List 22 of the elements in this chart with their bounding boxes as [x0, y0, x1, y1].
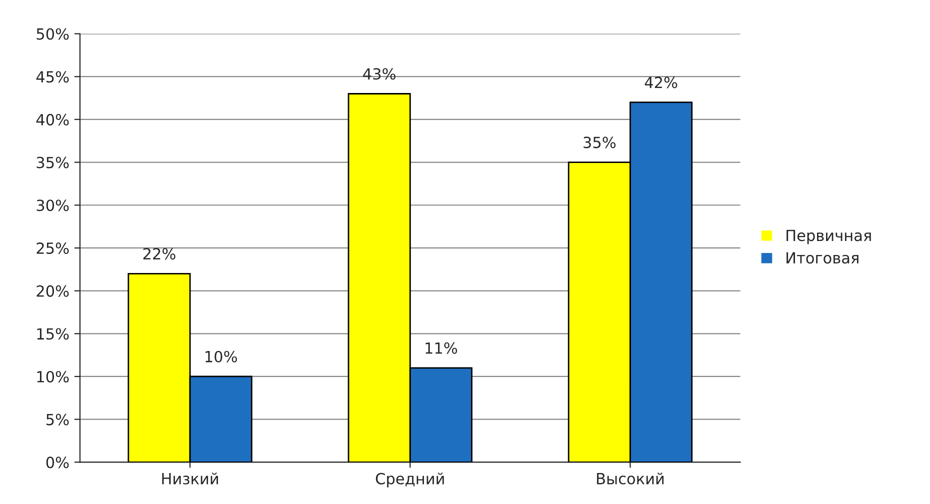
y-tick-label: 10%: [37, 370, 69, 383]
x-tick-label: Низкий: [162, 472, 218, 484]
data-label: 42%: [644, 76, 678, 88]
y-tick-label: 25%: [36, 242, 69, 254]
y-tick-label: 5%: [46, 414, 69, 426]
y-tick-label: 45%: [36, 71, 69, 83]
y-tick-label: 0%: [46, 456, 69, 468]
data-label: 43%: [363, 68, 396, 80]
y-tick-label: 50%: [36, 28, 69, 40]
y-tick-label: 40%: [36, 114, 69, 126]
y-tick-label: 15%: [37, 328, 69, 340]
x-tick-label: Средний: [376, 472, 444, 488]
legend-label: Первичная: [786, 230, 871, 244]
y-tick-label: 35%: [36, 156, 69, 168]
data-label: 10%: [206, 350, 237, 362]
data-label: 11%: [426, 342, 458, 354]
data-label: 35%: [584, 136, 616, 148]
y-tick-label: 20%: [36, 285, 69, 297]
x-tick-label: Высокий: [597, 472, 664, 484]
legend-label: Итоговая: [786, 252, 858, 264]
y-tick-label: 30%: [36, 200, 69, 212]
data-label: 22%: [143, 248, 176, 260]
